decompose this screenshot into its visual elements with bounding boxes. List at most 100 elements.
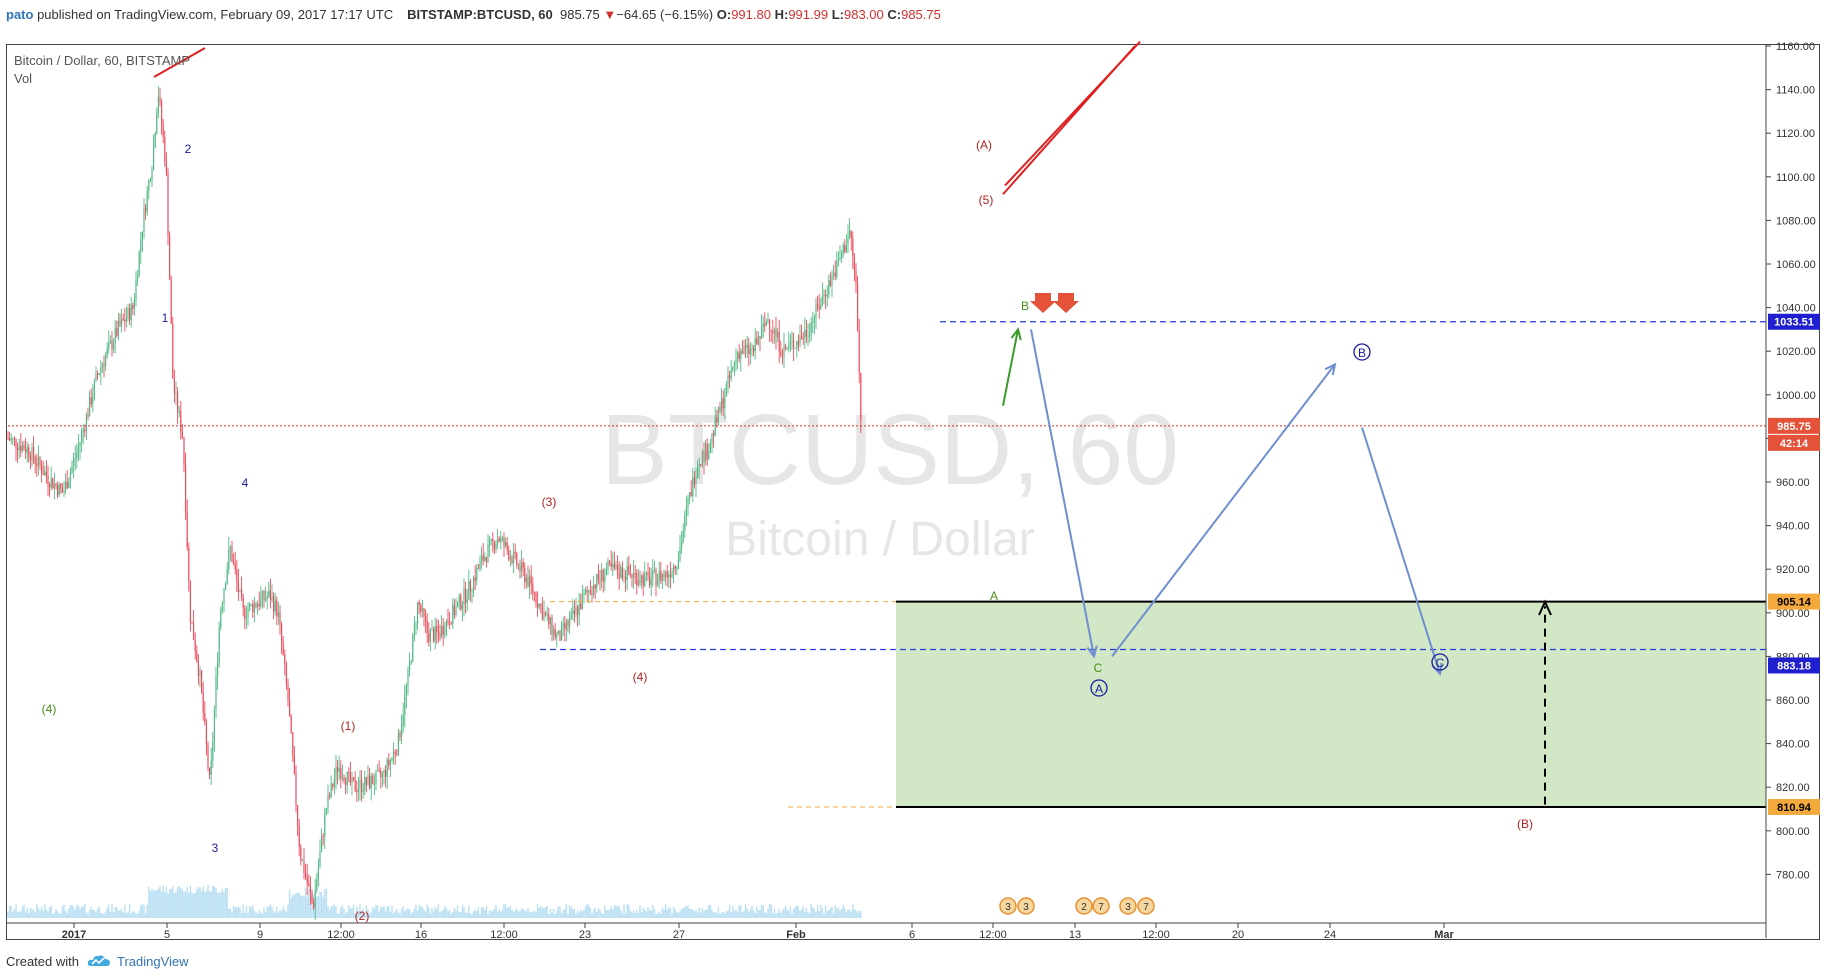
- candle-body: [389, 760, 391, 766]
- candle-body: [82, 429, 84, 433]
- volume-bar: [728, 904, 731, 918]
- candle-body: [237, 580, 239, 592]
- candle-body: [12, 438, 14, 440]
- volume-bar: [7, 911, 9, 918]
- tradingview-link[interactable]: TradingView: [87, 954, 189, 969]
- candle-body: [253, 603, 255, 613]
- open-value: 991.80: [731, 6, 771, 22]
- volume-bar: [370, 912, 372, 918]
- volume-bar: [156, 889, 158, 918]
- candle-body: [516, 553, 518, 566]
- volume-bar: [116, 906, 118, 918]
- candle-body: [101, 365, 103, 368]
- volume-bar: [583, 910, 585, 918]
- volume-bar: [164, 891, 166, 918]
- volume-bar: [92, 910, 94, 918]
- volume-bar: [704, 909, 707, 918]
- price-badge-label: 1033.51: [1774, 317, 1814, 329]
- volume-bar: [468, 905, 470, 918]
- candle-body: [316, 879, 318, 891]
- volume-bar: [194, 892, 196, 918]
- volume-bar: [815, 912, 817, 918]
- candle-body: [279, 611, 281, 625]
- volume-bar: [392, 913, 395, 918]
- volume-bar: [328, 909, 331, 918]
- volume-bar: [848, 909, 851, 918]
- volume-bar: [308, 889, 310, 918]
- footer: Created with TradingView: [6, 950, 189, 972]
- price-tick-label: 940.00: [1776, 521, 1810, 533]
- candle-body: [548, 614, 550, 625]
- candle-body: [122, 318, 124, 320]
- candle-body: [690, 492, 692, 496]
- volume-bar: [63, 904, 65, 918]
- volume-bar: [495, 904, 497, 918]
- volume-bar: [223, 892, 225, 918]
- volume-bar: [492, 910, 494, 918]
- author-name[interactable]: pato: [6, 6, 34, 22]
- volume-bar: [722, 911, 724, 918]
- volume-bar: [340, 907, 342, 918]
- candle-body: [15, 438, 17, 449]
- candle-body: [751, 348, 753, 350]
- volume-bar: [714, 911, 716, 918]
- volume-bar: [279, 909, 281, 918]
- candle-body: [23, 445, 25, 450]
- tradingview-brand: TradingView: [116, 953, 189, 969]
- candle-body: [557, 630, 559, 635]
- candle-body: [501, 537, 503, 539]
- volume-bar: [708, 904, 710, 918]
- candle-body: [28, 447, 30, 457]
- volume-bar: [487, 913, 489, 918]
- candle-body: [130, 304, 132, 321]
- candle-body: [249, 603, 251, 610]
- volume-bar: [514, 910, 516, 918]
- candle-body: [556, 634, 558, 638]
- volume-bar: [776, 912, 779, 918]
- volume-bar: [352, 904, 355, 918]
- volume-bar: [388, 905, 390, 918]
- volume-bar: [831, 906, 833, 918]
- volume-bar: [98, 906, 100, 918]
- volume-bar: [736, 912, 739, 918]
- volume-bar: [677, 912, 680, 918]
- candle-body: [31, 447, 33, 461]
- candle-body: [282, 643, 284, 655]
- candle-body: [151, 169, 153, 181]
- volume-bar: [504, 904, 507, 918]
- candle-body: [372, 775, 374, 785]
- candle-body: [354, 780, 356, 791]
- volume-bar: [50, 905, 52, 918]
- time-tick-label: 2017: [62, 929, 86, 941]
- candle-body: [845, 245, 847, 252]
- candle-body: [276, 600, 278, 617]
- candle-body: [265, 598, 267, 601]
- volume-bar: [432, 911, 435, 918]
- candle-body: [465, 588, 467, 603]
- candle-body: [549, 617, 551, 625]
- volume-bar: [332, 905, 334, 918]
- candle-body: [657, 580, 659, 586]
- candle-body: [858, 331, 860, 373]
- candle-body: [167, 173, 169, 236]
- candle-body: [797, 341, 799, 345]
- volume-bar: [471, 913, 473, 918]
- candle-body: [58, 483, 60, 496]
- volume-bar: [720, 912, 723, 918]
- candle-body: [466, 599, 468, 603]
- candle-body: [65, 481, 67, 491]
- chart-frame[interactable]: [6, 44, 1820, 940]
- candle-body: [234, 563, 236, 570]
- candle-body: [769, 319, 771, 330]
- volume-bar: [204, 892, 206, 918]
- volume-bar: [264, 912, 267, 918]
- volume-bar: [8, 905, 11, 918]
- price-badge: [1768, 313, 1820, 330]
- candle-body: [681, 541, 683, 548]
- volume-bar: [205, 890, 208, 918]
- candle-body: [149, 180, 151, 182]
- volume-bar: [762, 905, 764, 918]
- volume-bar: [527, 908, 529, 918]
- volume-bar: [634, 913, 636, 918]
